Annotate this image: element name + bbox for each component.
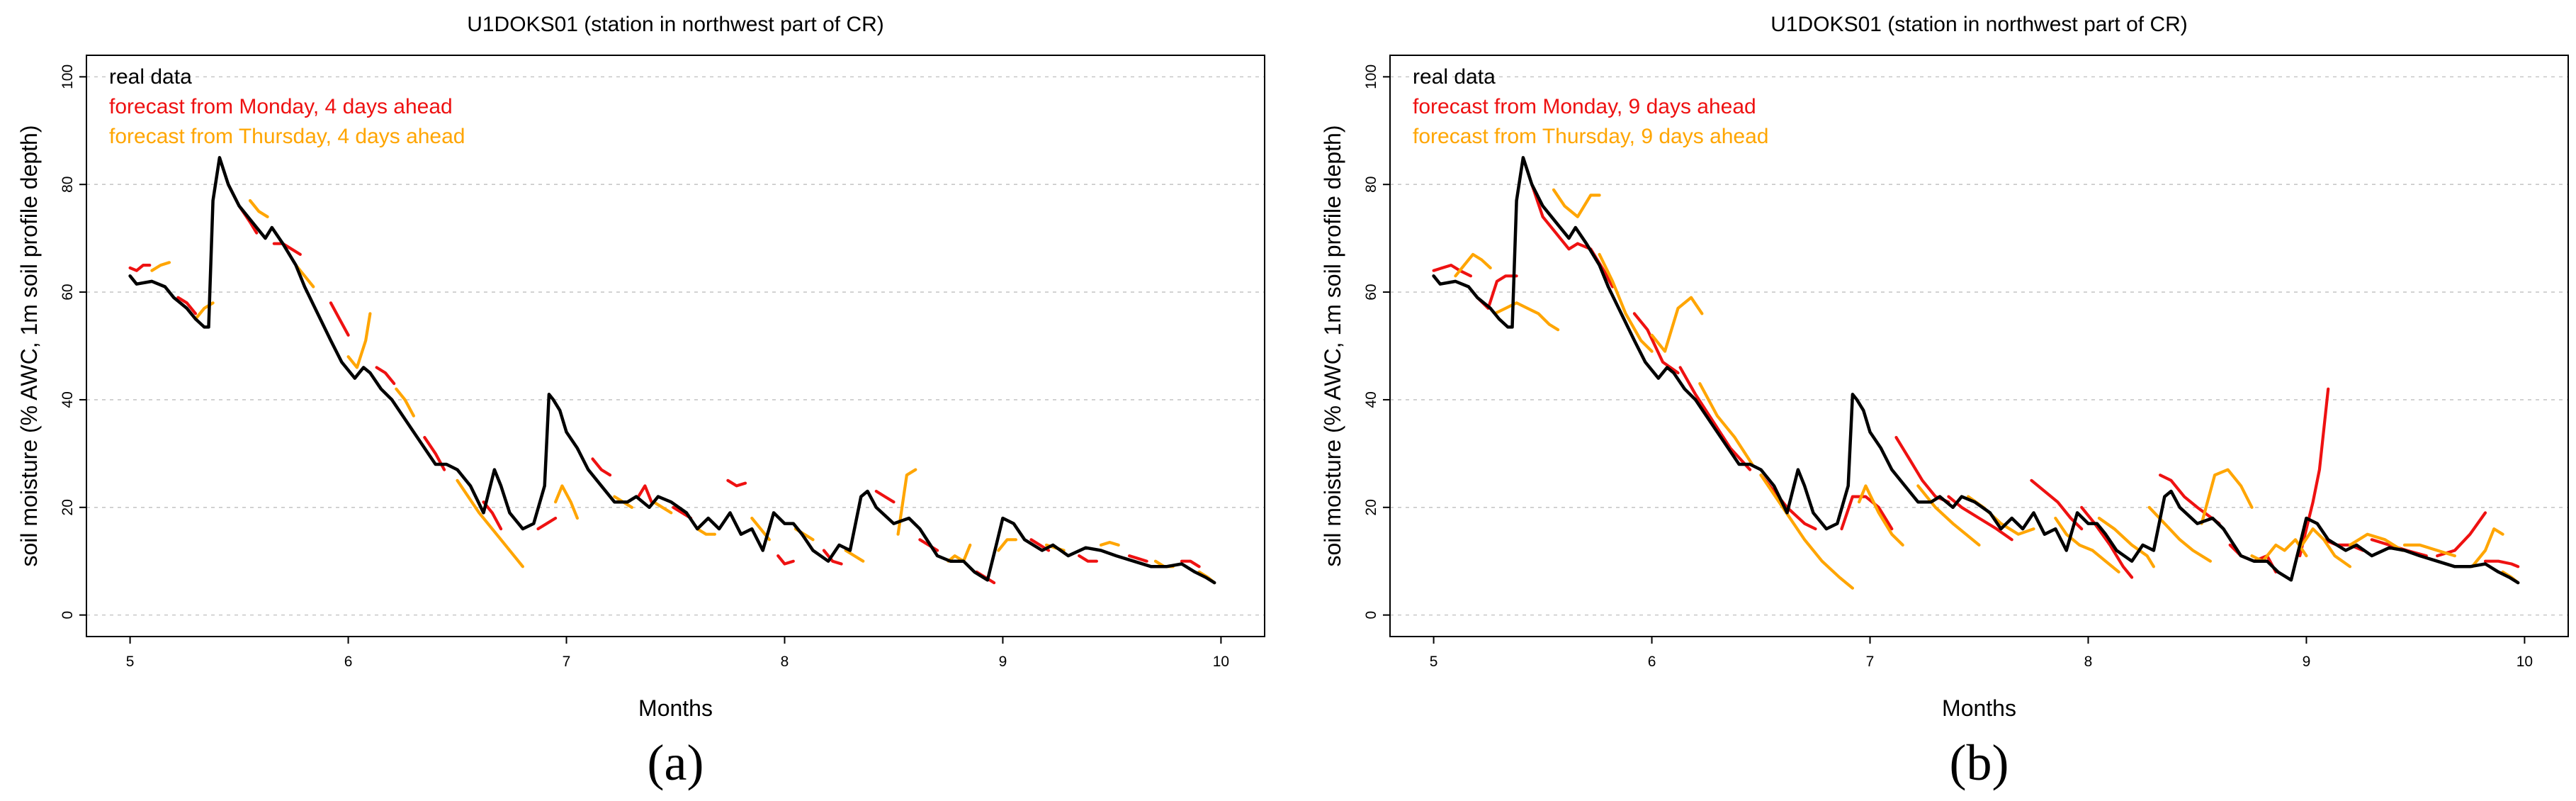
legend-entry: forecast from Thursday, 9 days ahead	[1413, 125, 1769, 148]
series-line-forecast-from-thursday-9-days-ahead	[1650, 296, 1704, 353]
y-tick-label: 80	[60, 177, 76, 193]
series-line-forecast-from-thursday-4-days-ahead	[248, 198, 269, 218]
series-line-forecast-from-monday-9-days-ahead	[1530, 183, 1579, 251]
series-line-forecast-from-monday-4-days-ahead	[536, 516, 558, 531]
series-line-forecast-from-thursday-4-days-ahead	[652, 500, 673, 515]
plot-frame	[1389, 55, 2569, 637]
series-line-forecast-from-monday-9-days-ahead	[2436, 511, 2487, 558]
series-line-forecast-from-thursday-9-days-ahead	[2054, 516, 2120, 574]
series-line-forecast-from-monday-9-days-ahead	[1432, 264, 1472, 278]
legend-entry: forecast from Thursday, 4 days ahead	[109, 125, 465, 148]
chart-title: U1DOKS01 (station in northwest part of C…	[467, 13, 884, 36]
series-line-forecast-from-thursday-4-days-ahead	[395, 387, 416, 418]
series-line-forecast-from-thursday-9-days-ahead	[1552, 188, 1601, 218]
x-tick-label: 8	[2084, 654, 2093, 670]
panel-label: (a)	[648, 734, 704, 791]
series-line-forecast-from-monday-9-days-ahead	[1840, 495, 1894, 531]
series-line-forecast-from-thursday-4-days-ahead	[997, 538, 1018, 552]
series-line-forecast-from-monday-4-days-ahead	[128, 264, 152, 272]
series-line-forecast-from-monday-9-days-ahead	[1759, 474, 1817, 531]
series-line-forecast-from-thursday-9-days-ahead	[1698, 381, 1754, 466]
x-tick-label: 9	[999, 654, 1007, 670]
x-axis-label: Months	[638, 695, 713, 721]
y-tick-label: 20	[60, 499, 76, 515]
x-tick-label: 7	[1866, 654, 1875, 670]
x-tick-label: 10	[2516, 654, 2533, 670]
series-line-forecast-from-monday-4-days-ahead	[874, 489, 896, 504]
series-line-forecast-from-monday-4-days-ahead	[272, 242, 302, 256]
series-line-forecast-from-thursday-9-days-ahead	[1598, 252, 1654, 353]
series-line-forecast-from-monday-9-days-ahead	[1678, 366, 1752, 471]
series-line-forecast-from-thursday-9-days-ahead	[1916, 484, 1981, 547]
x-tick-label: 9	[2303, 654, 2311, 670]
y-tick-label: 80	[1363, 177, 1379, 193]
x-tick-label: 8	[781, 654, 789, 670]
series-line-forecast-from-thursday-9-days-ahead	[2402, 543, 2456, 558]
y-tick-label: 40	[1363, 391, 1379, 408]
series-line-real-data	[128, 156, 1216, 585]
panel-b: U1DOKS01 (station in northwest part of C…	[1320, 13, 2569, 791]
series-line-forecast-from-monday-9-days-ahead	[2483, 559, 2520, 568]
series-line-forecast-from-thursday-9-days-ahead	[1454, 252, 1492, 278]
y-axis-label: soil moisture (% AWC, 1m soil profile de…	[1320, 125, 1345, 566]
series-line-forecast-from-thursday-4-days-ahead	[1099, 540, 1120, 547]
panel-label: (b)	[1950, 734, 2009, 791]
legend-entry: real data	[1413, 65, 1496, 89]
series-line-forecast-from-thursday-9-days-ahead	[2348, 532, 2404, 552]
x-tick-label: 5	[126, 654, 135, 670]
panel-a: U1DOKS01 (station in northwest part of C…	[16, 13, 1265, 791]
series-line-forecast-from-thursday-9-days-ahead	[1858, 484, 1904, 547]
series-line-forecast-from-thursday-4-days-ahead	[346, 312, 372, 369]
y-tick-label: 60	[1363, 284, 1379, 300]
series-line-forecast-from-thursday-4-days-ahead	[150, 261, 171, 272]
y-tick-label: 40	[60, 391, 76, 408]
series-line-real-data	[1432, 156, 2520, 585]
series-line-forecast-from-monday-4-days-ahead	[822, 549, 843, 566]
series-line-forecast-from-monday-9-days-ahead	[2298, 387, 2330, 558]
chart-title: U1DOKS01 (station in northwest part of C…	[1770, 13, 2188, 36]
series-line-forecast-from-thursday-4-days-ahead	[696, 527, 717, 536]
series-line-forecast-from-thursday-9-days-ahead	[1759, 474, 1854, 590]
legend-entry: forecast from Monday, 9 days ahead	[1413, 95, 1756, 118]
series-line-forecast-from-monday-4-days-ahead	[1127, 554, 1148, 563]
y-tick-label: 60	[60, 284, 76, 300]
x-tick-label: 7	[563, 654, 571, 670]
series-line-forecast-from-thursday-9-days-ahead	[2200, 468, 2254, 525]
y-tick-label: 0	[1363, 611, 1379, 620]
x-tick-label: 6	[1648, 654, 1656, 670]
y-tick-label: 100	[60, 65, 76, 89]
series-line-forecast-from-thursday-4-days-ahead	[456, 478, 525, 568]
series-line-forecast-from-monday-4-days-ahead	[591, 457, 612, 477]
y-axis-label: soil moisture (% AWC, 1m soil profile de…	[16, 125, 42, 566]
series-line-forecast-from-thursday-9-days-ahead	[2097, 516, 2155, 568]
series-line-forecast-from-monday-4-days-ahead	[1180, 559, 1201, 568]
legend-entry: real data	[109, 65, 192, 89]
legend-entry: forecast from Monday, 4 days ahead	[109, 95, 453, 118]
series-line-forecast-from-monday-4-days-ahead	[375, 366, 396, 386]
series-line-forecast-from-monday-4-days-ahead	[636, 484, 653, 504]
series-line-forecast-from-thursday-9-days-ahead	[1493, 301, 1560, 332]
y-tick-label: 100	[1363, 65, 1379, 89]
x-tick-label: 6	[344, 654, 353, 670]
series-line-forecast-from-thursday-4-days-ahead	[844, 549, 865, 563]
x-axis-label: Months	[1942, 695, 2016, 721]
series-line-forecast-from-monday-4-days-ahead	[176, 296, 198, 315]
series-line-forecast-from-monday-9-days-ahead	[1632, 312, 1680, 375]
y-tick-label: 0	[60, 611, 76, 620]
series-line-forecast-from-monday-4-days-ahead	[726, 478, 747, 488]
series-line-forecast-from-thursday-9-days-ahead	[2300, 527, 2352, 568]
series-line-forecast-from-thursday-4-days-ahead	[896, 468, 917, 536]
y-tick-label: 20	[1363, 499, 1379, 515]
plot-frame	[86, 55, 1265, 637]
series-line-forecast-from-thursday-4-days-ahead	[947, 543, 972, 563]
x-tick-label: 10	[1213, 654, 1229, 670]
series-line-forecast-from-monday-4-days-ahead	[776, 554, 795, 566]
series-line-forecast-from-monday-9-days-ahead	[2080, 505, 2134, 579]
series-line-forecast-from-monday-4-days-ahead	[1078, 554, 1099, 563]
series-line-forecast-from-monday-4-days-ahead	[329, 301, 350, 337]
x-tick-label: 5	[1430, 654, 1438, 670]
series-line-forecast-from-thursday-4-days-ahead	[553, 484, 580, 520]
